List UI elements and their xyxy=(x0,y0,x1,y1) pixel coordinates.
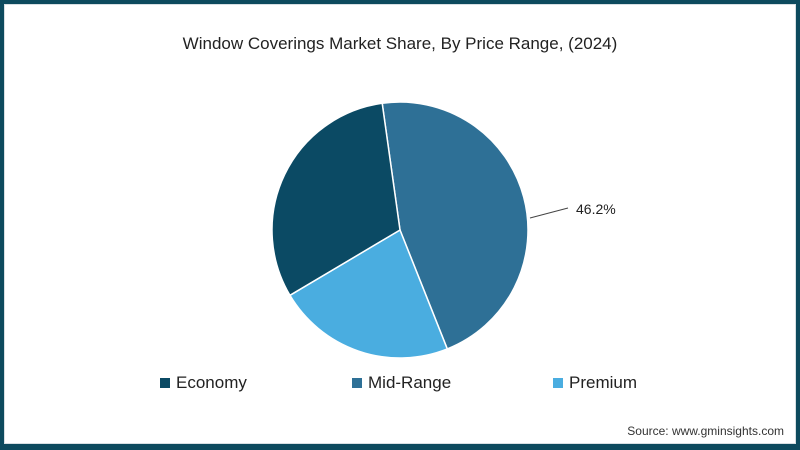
legend: Economy Mid-Range Premium xyxy=(0,373,800,395)
legend-swatch-premium xyxy=(553,378,563,388)
legend-item-premium[interactable]: Premium xyxy=(553,373,637,393)
label-leader-line xyxy=(529,207,569,219)
source-note: Source: www.gminsights.com xyxy=(627,424,784,438)
legend-label-mid-range: Mid-Range xyxy=(368,373,452,392)
legend-label-economy: Economy xyxy=(176,373,247,392)
pie-slice-mid-range[interactable] xyxy=(381,101,529,350)
pie-slice-economy[interactable] xyxy=(271,102,401,297)
midrange-data-label: 46.2% xyxy=(576,201,616,217)
legend-item-mid-range[interactable]: Mid-Range xyxy=(352,373,451,393)
chart-title: Window Coverings Market Share, By Price … xyxy=(182,34,618,53)
legend-item-economy[interactable]: Economy xyxy=(160,373,247,393)
legend-swatch-mid-range xyxy=(352,378,362,388)
legend-swatch-economy xyxy=(160,378,170,388)
legend-label-premium: Premium xyxy=(569,373,638,392)
pie-slice-premium[interactable] xyxy=(288,228,449,359)
